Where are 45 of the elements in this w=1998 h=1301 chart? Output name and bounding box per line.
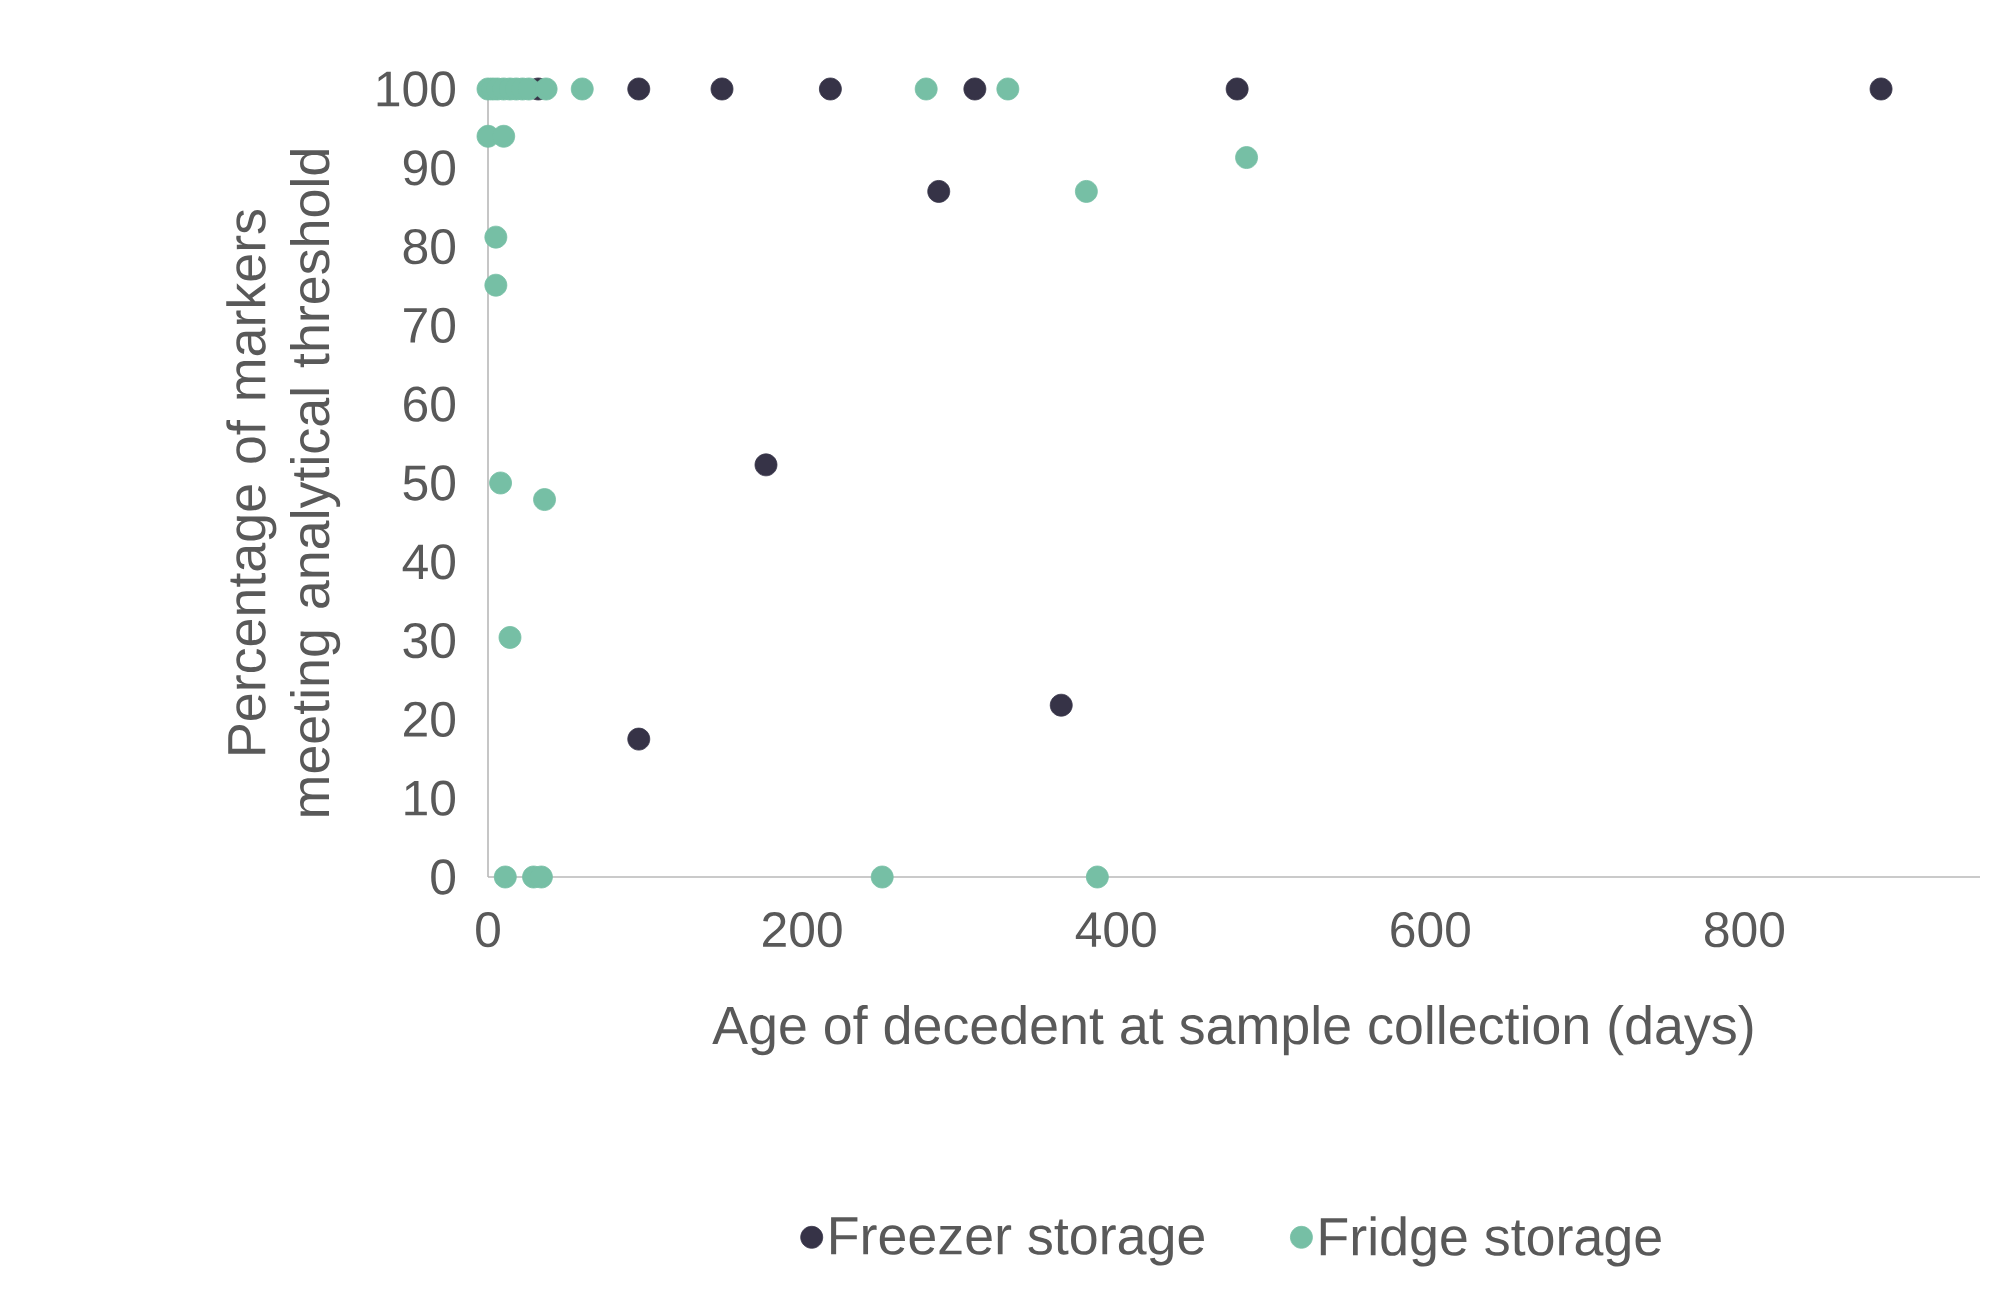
legend-label: Fridge storage xyxy=(1320,1216,1661,1267)
point xyxy=(484,273,508,297)
x-tick-label: 0 xyxy=(476,912,500,948)
y-tick-label: 90 xyxy=(403,150,455,186)
x-axis-title: Age of decedent at sample collection (days) xyxy=(712,1004,1753,1056)
y-tick-label: 40 xyxy=(402,544,455,580)
y-tick-label: 70 xyxy=(404,307,455,344)
point xyxy=(489,471,512,495)
point xyxy=(754,453,778,477)
point xyxy=(914,77,938,101)
point xyxy=(996,77,1020,101)
point xyxy=(498,626,522,649)
point xyxy=(484,225,508,249)
y-tick-label: 80 xyxy=(403,228,455,265)
point xyxy=(492,124,516,148)
x-tick-label: 200 xyxy=(763,912,842,948)
point xyxy=(963,77,987,101)
y-tick-label: 60 xyxy=(404,386,455,422)
y-axis-title: Percentage of markers meeting analytical threshold xyxy=(226,150,341,816)
legend-label: Freezer storage xyxy=(831,1217,1204,1266)
point xyxy=(533,488,556,511)
point xyxy=(1049,693,1073,717)
point xyxy=(1085,865,1109,889)
x-tick-label: 800 xyxy=(1705,912,1784,948)
point xyxy=(927,180,951,203)
y-tick-label: 10 xyxy=(405,780,455,816)
y-tick-label: 50 xyxy=(403,465,455,501)
point xyxy=(627,77,651,101)
y-tick-label: 30 xyxy=(403,622,455,659)
y-tick-label: 20 xyxy=(404,701,455,738)
x-tick-label: 400 xyxy=(1075,912,1156,948)
point xyxy=(1225,77,1249,101)
point xyxy=(627,727,651,751)
point xyxy=(534,77,558,101)
point xyxy=(818,77,842,101)
y-tick-label: 0 xyxy=(431,859,456,895)
point xyxy=(1869,77,1893,101)
point xyxy=(1235,146,1258,169)
y-tick-label: 100 xyxy=(377,71,455,107)
point xyxy=(1074,180,1098,203)
x-tick-label: 600 xyxy=(1391,912,1470,948)
point xyxy=(870,865,894,889)
point xyxy=(493,865,517,889)
point xyxy=(570,77,594,101)
point xyxy=(710,77,734,101)
